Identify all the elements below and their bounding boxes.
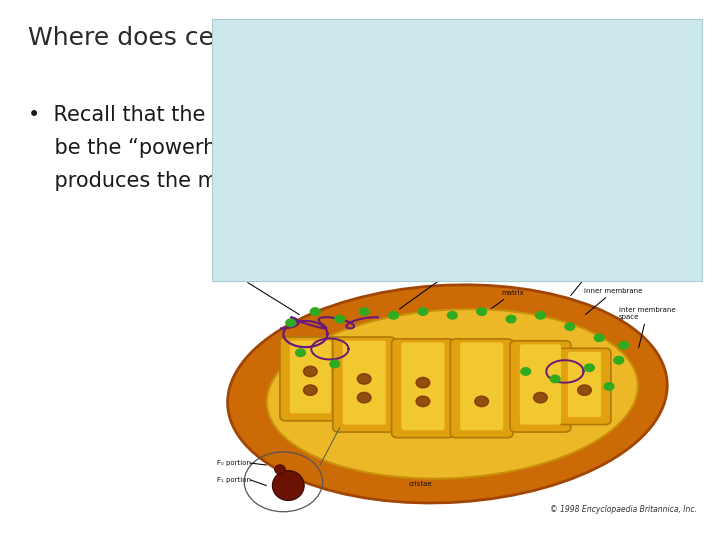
Circle shape xyxy=(577,385,591,395)
FancyBboxPatch shape xyxy=(401,342,444,430)
Circle shape xyxy=(550,375,560,383)
Text: Where does cellular respiration occur?: Where does cellular respiration occur? xyxy=(28,26,510,50)
Circle shape xyxy=(585,364,594,372)
Circle shape xyxy=(594,334,604,341)
Circle shape xyxy=(303,385,318,395)
Circle shape xyxy=(474,396,489,407)
Text: ribosomes: ribosomes xyxy=(400,269,469,309)
FancyBboxPatch shape xyxy=(520,345,561,424)
FancyBboxPatch shape xyxy=(280,337,341,421)
Text: inter membrane
space: inter membrane space xyxy=(618,307,675,348)
FancyBboxPatch shape xyxy=(460,342,503,430)
Circle shape xyxy=(477,308,487,315)
Circle shape xyxy=(416,377,430,388)
Circle shape xyxy=(296,349,305,356)
Circle shape xyxy=(286,319,296,327)
Circle shape xyxy=(357,374,371,384)
Circle shape xyxy=(447,312,457,319)
Text: DNA: DNA xyxy=(230,273,300,315)
Circle shape xyxy=(359,308,369,315)
Circle shape xyxy=(335,315,345,323)
FancyBboxPatch shape xyxy=(510,341,571,432)
Text: inner membrane: inner membrane xyxy=(585,288,643,314)
Circle shape xyxy=(618,341,629,349)
Text: •  Recall that the mitochondria is considered to: • Recall that the mitochondria is consid… xyxy=(28,105,522,125)
Circle shape xyxy=(614,356,624,364)
Circle shape xyxy=(416,396,430,407)
Ellipse shape xyxy=(274,465,285,474)
Circle shape xyxy=(389,312,398,319)
FancyBboxPatch shape xyxy=(558,348,611,424)
Circle shape xyxy=(604,383,614,390)
Circle shape xyxy=(534,393,547,403)
Circle shape xyxy=(521,368,531,375)
Text: outer membrane: outer membrane xyxy=(560,269,619,295)
Text: © 1998 Encyclopaedia Britannica, Inc.: © 1998 Encyclopaedia Britannica, Inc. xyxy=(550,504,697,514)
Circle shape xyxy=(565,323,575,330)
FancyBboxPatch shape xyxy=(568,352,601,417)
FancyBboxPatch shape xyxy=(392,339,454,437)
Text: be the “powerhouse” of the cell because it: be the “powerhouse” of the cell because … xyxy=(28,138,502,158)
Text: cristae: cristae xyxy=(408,427,447,487)
Circle shape xyxy=(536,312,545,319)
FancyBboxPatch shape xyxy=(343,341,386,424)
Circle shape xyxy=(357,393,371,403)
FancyBboxPatch shape xyxy=(333,337,395,432)
Circle shape xyxy=(506,315,516,323)
FancyBboxPatch shape xyxy=(450,339,513,437)
Text: matrix: matrix xyxy=(468,290,524,326)
Text: produces the majority of a cell’s ATP.: produces the majority of a cell’s ATP. xyxy=(28,171,438,191)
Text: F₁ portion: F₁ portion xyxy=(217,477,251,483)
Circle shape xyxy=(330,360,340,368)
Circle shape xyxy=(310,308,320,315)
Circle shape xyxy=(303,366,318,377)
Ellipse shape xyxy=(272,470,305,501)
Text: F₀ portion: F₀ portion xyxy=(217,460,251,466)
Ellipse shape xyxy=(266,309,638,478)
Circle shape xyxy=(418,308,428,315)
FancyBboxPatch shape xyxy=(289,341,331,413)
Ellipse shape xyxy=(228,285,667,503)
